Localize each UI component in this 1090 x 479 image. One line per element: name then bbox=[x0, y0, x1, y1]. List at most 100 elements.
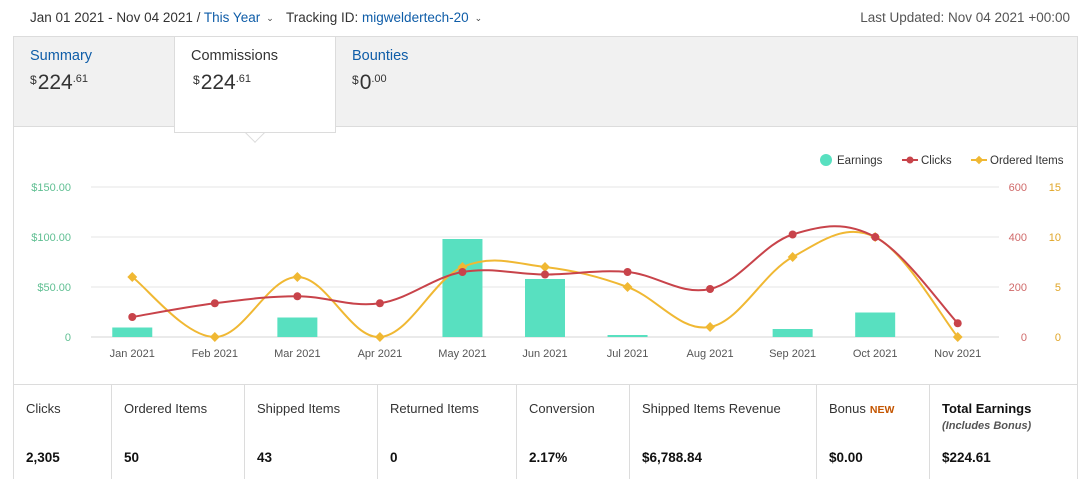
y-left-tick-label: $150.00 bbox=[31, 182, 71, 194]
stat-ordered-items: Ordered Items 50 bbox=[112, 385, 245, 479]
y-right-items-tick-label: 5 bbox=[1055, 282, 1061, 294]
stat-value: 2.17% bbox=[529, 450, 568, 465]
x-tick-label: May 2021 bbox=[438, 348, 486, 360]
clicks-point bbox=[293, 292, 302, 301]
ordered-items-line bbox=[131, 230, 959, 339]
clicks-point bbox=[623, 268, 632, 276]
x-tick-label: Feb 2021 bbox=[192, 348, 238, 360]
tab-summary-label[interactable]: Summary bbox=[30, 48, 93, 64]
earnings-bar bbox=[112, 327, 153, 337]
legend-ordered-icon bbox=[974, 155, 984, 165]
ordered-items-point bbox=[540, 262, 550, 272]
x-tick-label: Apr 2021 bbox=[358, 348, 403, 360]
tab-bounties-label[interactable]: Bounties bbox=[352, 48, 409, 64]
stat-label: Returned Items bbox=[390, 401, 479, 416]
ordered-items-point bbox=[292, 272, 303, 282]
x-tick-label: Jan 2021 bbox=[110, 348, 155, 360]
stat-label: Shipped Items Revenue bbox=[642, 401, 781, 416]
new-badge: NEW bbox=[869, 404, 895, 416]
y-right-clicks-tick-label: 600 bbox=[1009, 182, 1027, 194]
clicks-point bbox=[458, 268, 467, 276]
stat-total-earnings: Total Earnings (Includes Bonus) $224.61 bbox=[930, 385, 1077, 479]
clicks-point bbox=[128, 313, 137, 321]
x-tick-label: Mar 2021 bbox=[274, 348, 320, 360]
x-tick-label: Jun 2021 bbox=[522, 348, 567, 360]
stats-row: Clicks 2,305 Ordered Items 50 Shipped It… bbox=[14, 384, 1077, 479]
tab-commissions[interactable]: Commissions $224.61 bbox=[174, 37, 336, 143]
clicks-point bbox=[871, 233, 880, 241]
stat-value: 0 bbox=[390, 450, 398, 465]
stat-conversion: Conversion 2.17% bbox=[517, 385, 630, 479]
y-right-items-tick-label: 0 bbox=[1055, 332, 1061, 344]
tab-bounties-amount: $0.00 bbox=[352, 71, 387, 94]
ordered-items-point bbox=[622, 282, 633, 292]
clicks-point bbox=[788, 230, 797, 239]
x-tick-label: Jul 2021 bbox=[607, 348, 649, 360]
stat-label: Ordered Items bbox=[124, 401, 208, 416]
x-tick-label: Nov 2021 bbox=[934, 348, 981, 360]
clicks-line bbox=[132, 225, 959, 324]
earnings-bar bbox=[772, 329, 813, 337]
earnings-bar bbox=[525, 279, 565, 337]
x-tick-label: Sep 2021 bbox=[769, 348, 816, 360]
legend-earnings-label: Earnings bbox=[837, 155, 883, 167]
y-right-items-tick-label: 10 bbox=[1049, 232, 1061, 244]
report-header: Jan 01 2021 - Nov 04 2021 / This Year ⌄ T… bbox=[0, 0, 1090, 36]
tracking-id-selector[interactable]: Tracking ID: migweldertech-20 ⌄ bbox=[286, 10, 482, 25]
stat-label: Conversion bbox=[529, 401, 595, 416]
y-left-tick-label: $100.00 bbox=[31, 232, 71, 244]
clicks-point bbox=[375, 299, 384, 308]
stat-label: Total Earnings bbox=[942, 401, 1032, 416]
legend-clicks-icon bbox=[906, 156, 914, 164]
tracking-id-value[interactable]: migweldertech-20 bbox=[362, 10, 469, 25]
date-range-selector[interactable]: Jan 01 2021 - Nov 04 2021 / This Year ⌄ bbox=[30, 10, 274, 25]
earnings-bar bbox=[442, 239, 483, 337]
stat-value: 43 bbox=[257, 450, 273, 465]
y-right-clicks-tick-label: 0 bbox=[1021, 332, 1027, 344]
stat-value: 50 bbox=[124, 450, 140, 465]
stat-shipped-items: Shipped Items 43 bbox=[245, 385, 378, 479]
stat-value: $6,788.84 bbox=[642, 450, 703, 465]
earnings-card: Summary $224.61 Commissions $224.61 Boun… bbox=[13, 36, 1078, 479]
ordered-items-point bbox=[374, 332, 385, 342]
stat-clicks: Clicks 2,305 bbox=[14, 385, 112, 479]
stat-label: Clicks bbox=[26, 401, 61, 416]
stat-value: 2,305 bbox=[26, 450, 60, 465]
tracking-label: Tracking ID: bbox=[286, 10, 359, 25]
y-right-clicks-tick-label: 200 bbox=[1009, 282, 1027, 294]
x-tick-label: Oct 2021 bbox=[853, 348, 898, 360]
tab-summary-amount: $224.61 bbox=[30, 71, 89, 94]
stat-returned-items: Returned Items 0 bbox=[378, 385, 517, 479]
last-updated: Last Updated: Nov 04 2021 +00:00 bbox=[860, 10, 1070, 25]
chevron-down-icon[interactable]: ⌄ bbox=[266, 13, 274, 23]
ordered-items-point bbox=[787, 252, 798, 262]
tab-commissions-amount: $224.61 bbox=[193, 71, 252, 94]
clicks-point bbox=[706, 285, 715, 293]
date-range-separator: / bbox=[196, 10, 201, 25]
clicks-point bbox=[953, 319, 962, 328]
x-tick-label: Aug 2021 bbox=[687, 348, 734, 360]
stat-value: $224.61 bbox=[942, 450, 991, 465]
tab-commissions-label[interactable]: Commissions bbox=[191, 48, 279, 64]
y-right-clicks-tick-label: 400 bbox=[1009, 232, 1027, 244]
y-left-tick-label: 0 bbox=[65, 332, 71, 344]
ordered-items-point bbox=[705, 322, 716, 332]
earnings-bar bbox=[607, 335, 648, 337]
ordered-items-point bbox=[952, 332, 963, 342]
date-range-text: Jan 01 2021 - Nov 04 2021 bbox=[30, 10, 193, 25]
earnings-bar bbox=[855, 312, 896, 337]
earnings-bar bbox=[277, 317, 318, 337]
legend-ordered-label: Ordered Items bbox=[990, 155, 1064, 167]
stat-sublabel: (Includes Bonus) bbox=[942, 420, 1032, 432]
stat-value: $0.00 bbox=[829, 450, 863, 465]
earnings-tabs: Summary $224.61 Commissions $224.61 Boun… bbox=[14, 37, 1077, 143]
stat-label: Shipped Items bbox=[257, 401, 341, 416]
stat-label: Bonus NEW bbox=[829, 401, 895, 416]
range-preset[interactable]: This Year bbox=[203, 10, 261, 25]
earnings-chart: 0 0 0 $50.00 200 5 $100.00 400 10 $150.00 600 15 Jan… bbox=[31, 154, 1064, 360]
y-right-items-tick-label: 15 bbox=[1049, 182, 1061, 194]
stat-shipped-revenue: Shipped Items Revenue $6,788.84 bbox=[630, 385, 817, 479]
chevron-down-icon[interactable]: ⌄ bbox=[474, 13, 483, 23]
legend-clicks-label: Clicks bbox=[921, 155, 952, 167]
clicks-point bbox=[210, 299, 219, 308]
